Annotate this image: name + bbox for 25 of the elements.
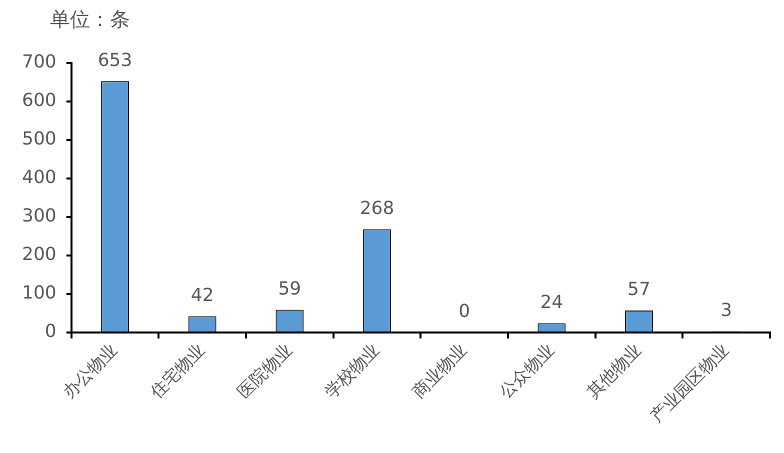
data-label: 268 bbox=[360, 198, 394, 219]
data-label: 3 bbox=[720, 300, 732, 321]
data-label: 57 bbox=[628, 279, 650, 300]
y-tick-label: 300 bbox=[22, 206, 56, 227]
x-tick-label: 学校物业 bbox=[321, 340, 384, 402]
y-tick-label: 200 bbox=[22, 244, 56, 266]
y-tick-label: 500 bbox=[22, 128, 56, 150]
data-label: 653 bbox=[98, 50, 132, 71]
x-tick-label: 医院物业 bbox=[234, 340, 296, 402]
y-tick-label: 400 bbox=[22, 167, 56, 188]
x-tick-label: 商业物业 bbox=[408, 340, 472, 402]
y-tick-label: 0 bbox=[44, 321, 56, 342]
y-tick-label: 100 bbox=[22, 282, 56, 304]
y-axis-title: 单位：条 bbox=[50, 7, 130, 32]
data-label: 59 bbox=[278, 278, 302, 300]
data-label: 42 bbox=[190, 284, 214, 306]
x-tick-label: 产业园区物业 bbox=[646, 340, 733, 426]
y-tick-label: 700 bbox=[22, 52, 56, 73]
x-tick-label: 公众物业 bbox=[496, 340, 558, 402]
x-tick-label: 办公物业 bbox=[59, 340, 122, 402]
x-tick-label: 住宅物业 bbox=[146, 340, 210, 404]
x-tick-label: 其他物业 bbox=[583, 340, 646, 402]
data-label: 24 bbox=[540, 292, 564, 313]
y-tick-label: 600 bbox=[22, 90, 56, 112]
data-label: 0 bbox=[458, 301, 470, 322]
